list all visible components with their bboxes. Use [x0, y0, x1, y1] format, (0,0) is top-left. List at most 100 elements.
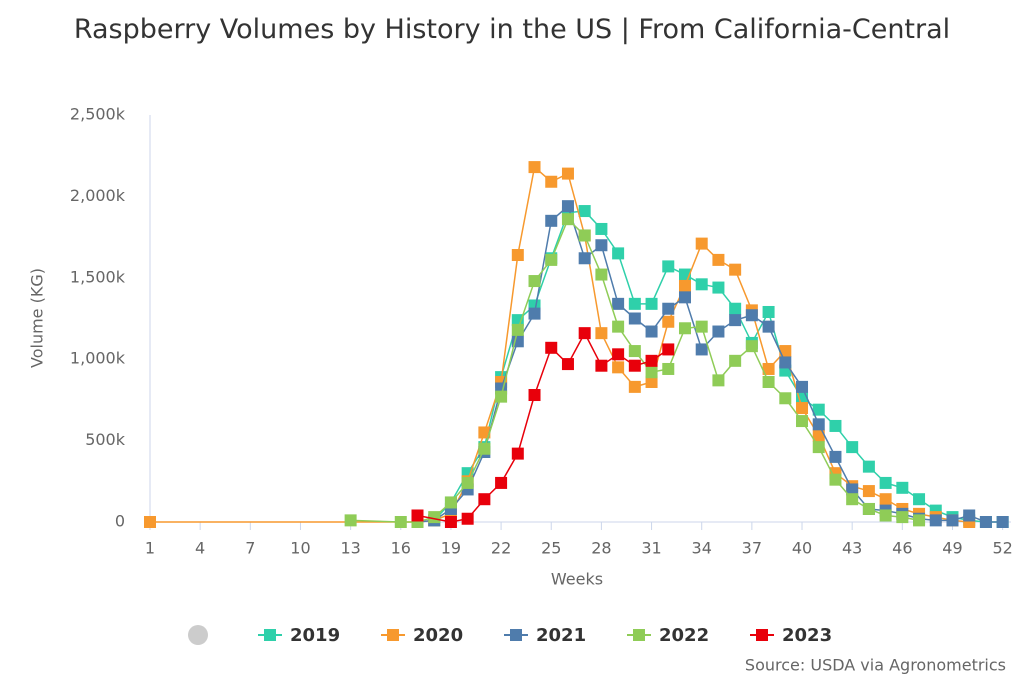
data-point — [428, 511, 441, 524]
data-point — [528, 389, 541, 402]
data-point — [645, 325, 658, 338]
data-point — [896, 481, 909, 494]
data-point — [595, 359, 608, 372]
x-tick-label: 22 — [491, 539, 511, 558]
legend-toggle[interactable] — [188, 625, 208, 645]
data-point — [896, 511, 909, 524]
data-point — [478, 493, 491, 506]
legend-label[interactable]: 2023 — [782, 625, 832, 646]
data-point — [779, 345, 792, 358]
data-point — [695, 343, 708, 356]
data-point — [678, 322, 691, 335]
data-point — [829, 419, 842, 432]
x-tick-label: 28 — [591, 539, 611, 558]
data-point — [595, 222, 608, 235]
data-point — [745, 309, 758, 322]
data-point — [762, 305, 775, 318]
data-point — [662, 362, 675, 375]
data-point — [511, 447, 524, 460]
legend-symbol — [633, 629, 645, 641]
data-point — [779, 356, 792, 369]
data-point — [612, 297, 625, 310]
data-point — [796, 380, 809, 393]
data-point — [511, 335, 524, 348]
data-point — [612, 247, 625, 260]
legend-symbol — [387, 629, 399, 641]
y-tick-label: 500k — [85, 430, 126, 449]
data-point — [545, 175, 558, 188]
data-point — [678, 291, 691, 304]
data-point — [645, 366, 658, 379]
data-point — [729, 354, 742, 367]
data-point — [144, 516, 156, 528]
legend-label[interactable]: 2022 — [659, 625, 709, 646]
data-point — [578, 205, 591, 218]
legend-label[interactable]: 2021 — [536, 625, 586, 646]
data-point — [628, 312, 641, 325]
source: Source: USDA via Agronometrics — [745, 656, 1006, 675]
legend-symbol — [756, 629, 768, 641]
legend-label[interactable]: 2019 — [290, 625, 340, 646]
data-point — [996, 516, 1009, 528]
data-point — [812, 418, 825, 431]
data-point — [511, 323, 524, 336]
legend-label[interactable]: 2020 — [413, 625, 463, 646]
data-point — [461, 476, 474, 489]
data-point — [796, 415, 809, 428]
data-point — [913, 493, 926, 506]
y-tick-label: 2,500k — [70, 105, 126, 124]
x-tick-label: 40 — [792, 539, 812, 558]
data-point — [628, 345, 641, 358]
data-point — [678, 279, 691, 292]
x-tick-label: 16 — [391, 539, 411, 558]
data-point — [862, 502, 875, 515]
data-point — [913, 514, 926, 527]
data-point — [712, 253, 725, 266]
data-point — [528, 161, 541, 174]
data-point — [545, 341, 558, 354]
x-tick-label: 31 — [641, 539, 661, 558]
data-point — [963, 509, 976, 522]
data-point — [645, 297, 658, 310]
x-tick-label: 1 — [145, 539, 155, 558]
data-point — [729, 314, 742, 327]
data-point — [979, 516, 992, 528]
data-point — [862, 485, 875, 498]
data-point — [662, 260, 675, 273]
x-tick-label: 46 — [892, 539, 912, 558]
x-tick-label: 43 — [842, 539, 862, 558]
data-point — [812, 403, 825, 416]
data-point — [444, 496, 457, 509]
data-point — [578, 252, 591, 265]
data-point — [829, 473, 842, 486]
data-point — [812, 429, 825, 442]
x-tick-label: 19 — [441, 539, 461, 558]
data-point — [729, 302, 742, 315]
data-point — [662, 315, 675, 328]
data-point — [511, 314, 524, 327]
data-point — [645, 375, 658, 388]
data-point — [929, 514, 942, 527]
data-point — [461, 512, 474, 525]
data-point — [695, 237, 708, 250]
data-point — [745, 340, 758, 353]
y-tick-label: 1,000k — [70, 349, 126, 368]
data-point — [411, 509, 424, 522]
data-point — [595, 327, 608, 340]
x-tick-label: 52 — [992, 539, 1012, 558]
data-point — [545, 214, 558, 227]
data-point — [495, 476, 508, 489]
x-axis-label: Weeks — [551, 570, 603, 589]
x-tick-label: 49 — [942, 539, 962, 558]
data-point — [829, 450, 842, 463]
data-point — [612, 348, 625, 361]
data-point — [595, 268, 608, 281]
x-tick-label: 10 — [290, 539, 310, 558]
data-point — [628, 380, 641, 393]
x-tick-label: 25 — [541, 539, 561, 558]
y-axis-label: Volume (KG) — [28, 268, 47, 368]
data-point — [478, 426, 491, 439]
data-point — [846, 441, 859, 454]
data-point — [495, 390, 508, 403]
data-point — [645, 354, 658, 367]
